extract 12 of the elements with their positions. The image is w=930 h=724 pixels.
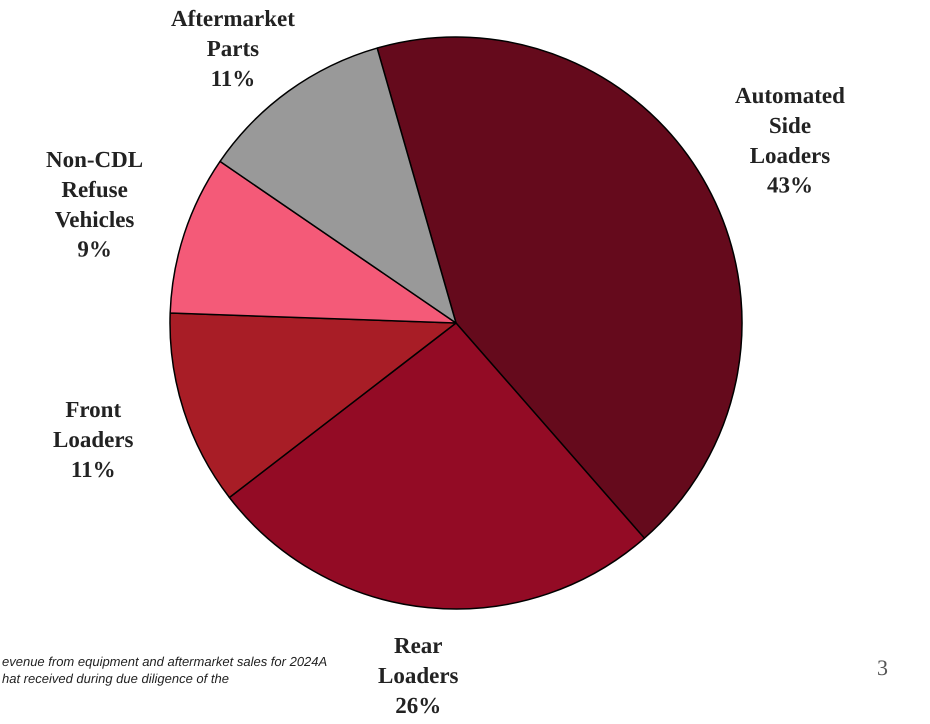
text: 3 — [877, 655, 888, 680]
data-label: 11% — [70, 456, 116, 482]
data-label: 9% — [77, 236, 112, 262]
text: evenue from equipment and aftermarket sales for 2024A hat received during due diligence of the — [2, 654, 328, 686]
data-label: 26% — [395, 692, 442, 718]
slice-label: Front Loaders — [53, 397, 134, 452]
data-label: 43% — [766, 172, 813, 198]
slice-label: Automated Side Loaders — [735, 83, 846, 168]
data-label: 11% — [210, 66, 256, 91]
slice-label: Aftermarket Parts — [171, 6, 296, 61]
slice-label: Non-CDL Refuse Vehicles — [46, 147, 144, 232]
slice-label: Rear Loaders — [378, 633, 459, 688]
